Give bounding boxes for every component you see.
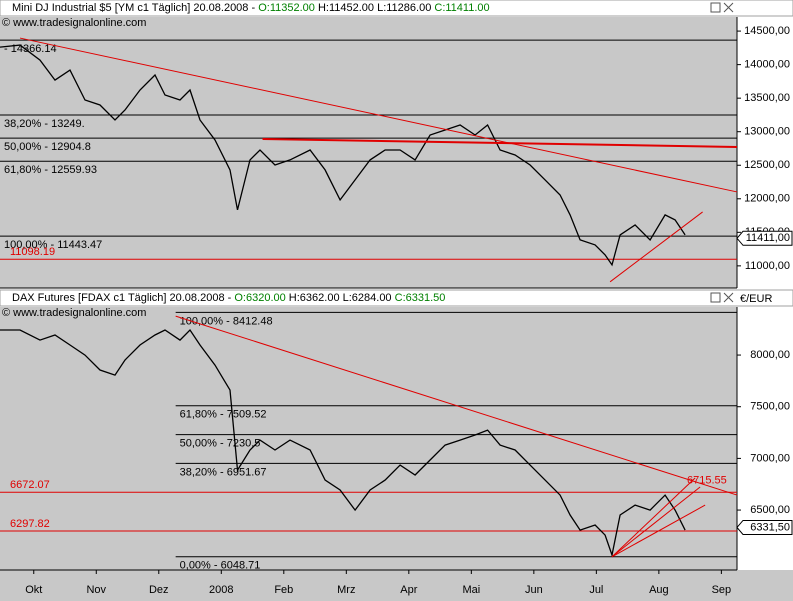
x-tick-label: Dez [149,584,169,596]
header-text: DAX Futures [FDAX c1 Täglich] 20.08.2008… [12,292,445,304]
x-tick-label: Mai [462,584,480,596]
x-tick-label: Jul [589,584,603,596]
header-title: DAX Futures [FDAX c1 Täglich] 20.08.2008… [12,292,232,304]
level-label: 100,00% - 11443.47 [4,239,102,251]
last-price-label: 6331,50 [750,521,790,533]
header-icon [710,292,721,303]
y-tick-label: 14000,00 [744,59,790,71]
header-ohlc: C:6331.50 [395,292,446,304]
level-label: 50,00% - 12904.8 [4,141,91,153]
y-tick-label: 11000,00 [745,260,790,272]
last-price-label: 11411,00 [746,232,790,244]
x-tick-label: Aug [649,584,669,596]
header-icon [710,2,721,13]
y-tick-label: 7000,00 [750,452,790,464]
trend-line [19,37,738,193]
last-price-box [736,230,793,246]
x-tick-label: Okt [25,584,42,596]
level-label: 6672.07 [10,479,50,491]
x-tick-label: Sep [712,584,732,596]
annotation: 6715.55 [687,475,727,487]
y-axis-unit: €/EUR [740,293,772,305]
level-label: 61,80% - 12559.93 [4,164,97,176]
header-text: Mini DJ Industrial $5 [YM c1 Täglich] 20… [12,2,490,14]
trend-line [611,486,701,558]
panel-header [0,0,793,17]
level-label: 38,20% - 6951.67 [180,466,267,478]
price-line [0,44,686,267]
y-tick-label: 13000,00 [744,126,790,138]
y-tick-label: 6500,00 [750,504,790,516]
trend-line [175,315,738,496]
x-tick-label: Jun [525,584,543,596]
x-tick-label: 2008 [209,584,233,596]
header-ohlc: H:6362.00 L:6284.00 [289,292,392,304]
header-icon [723,292,734,303]
y-tick-label: 12000,00 [744,193,790,205]
trend-line [611,504,706,558]
x-tick-label: Mrz [337,584,355,596]
trend-line [262,138,738,148]
x-tick-label: Feb [274,584,293,596]
header-ohlc: O:6320.00 [234,292,285,304]
level-label: 38,20% - 13249. [4,118,85,130]
x-axis-band [0,570,737,601]
y-tick-label: 14500,00 [744,25,790,37]
plot-area [0,307,737,570]
y-tick-label: 7500,00 [750,401,790,413]
y-tick-label: 13500,00 [744,92,790,104]
y-tick-label: 8000,00 [750,349,790,361]
header-ohlc: H:11452.00 L:11286.00 [318,2,431,14]
level-label: 61,80% - 7509.52 [180,409,267,421]
panel-header [0,289,793,307]
x-tick-label: Nov [86,584,106,596]
level-label: 11098.19 [10,246,55,258]
trend-line [609,211,703,283]
header-ohlc: C:11411.00 [434,2,489,14]
price-line [0,328,686,558]
y-tick-label: 12500,00 [744,159,790,171]
level-label: 50,00% - 7230.5 [180,437,261,449]
header-ohlc: O:11352.00 [258,2,315,14]
x-tick-label: Apr [400,584,417,596]
plot-area [0,17,737,288]
trend-line [611,477,696,558]
watermark: © www.tradesignalonline.com [2,307,146,319]
corner [737,570,793,601]
last-price-box [736,519,793,535]
watermark: © www.tradesignalonline.com [2,17,146,29]
level-label: 0,00% - 6048.71 [180,560,261,572]
header-icon [723,2,734,13]
level-label: 6297.82 [10,518,50,530]
header-title: Mini DJ Industrial $5 [YM c1 Täglich] 20… [12,2,255,14]
